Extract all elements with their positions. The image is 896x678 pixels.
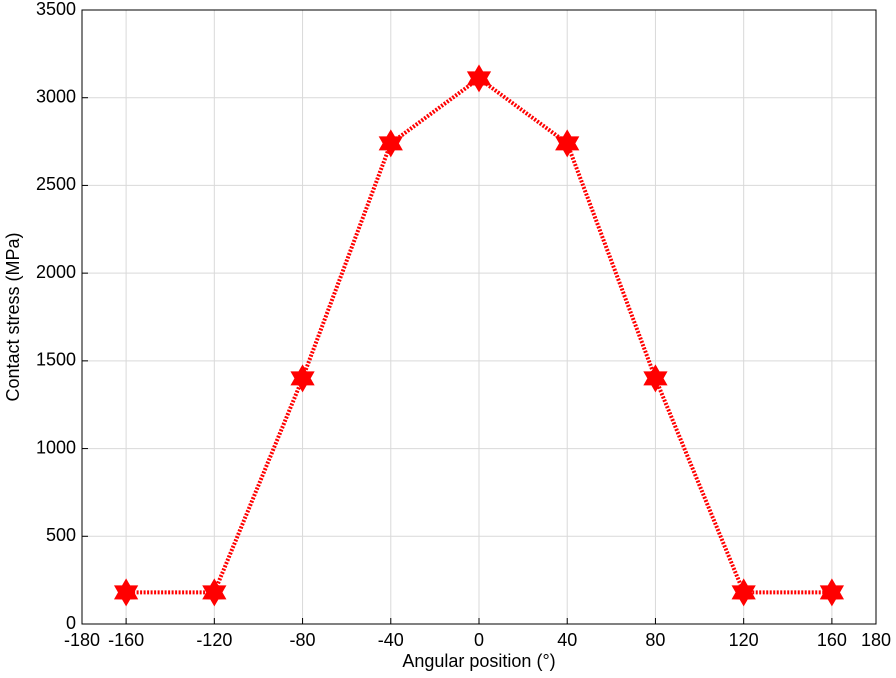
data-marker [378, 129, 403, 158]
y-tick-label: 3000 [36, 86, 76, 106]
data-marker [731, 578, 756, 607]
y-tick-label: 0 [66, 613, 76, 633]
data-marker [819, 578, 845, 607]
y-tick-label: 1000 [36, 437, 76, 457]
x-tick-label: -160 [108, 630, 144, 650]
data-marker [555, 129, 580, 158]
x-tick-label: 0 [474, 630, 484, 650]
y-tick-label: 3500 [36, 0, 76, 19]
x-tick-label: -180 [64, 630, 100, 650]
x-tick-label: 40 [557, 630, 577, 650]
x-tick-label: -120 [196, 630, 232, 650]
x-tick-label: 180 [861, 630, 891, 650]
x-tick-label: 80 [645, 630, 665, 650]
data-marker [113, 578, 139, 607]
data-marker [202, 578, 227, 607]
y-tick-label: 2000 [36, 262, 76, 282]
x-tick-label: -40 [378, 630, 404, 650]
plot-frame [81, 9, 877, 625]
y-tick-label: 1500 [36, 350, 76, 370]
data-marker [466, 64, 492, 93]
data-marker [643, 364, 668, 393]
y-axis-label: Contact stress (MPa) [3, 232, 23, 401]
x-tick-label: 160 [817, 630, 847, 650]
y-tick-label: 2500 [36, 174, 76, 194]
x-tick-label: 120 [729, 630, 759, 650]
y-tick-label: 500 [46, 525, 76, 545]
x-tick-label: -80 [290, 630, 316, 650]
data-marker [290, 364, 315, 393]
x-axis-label: Angular position (°) [402, 651, 555, 671]
